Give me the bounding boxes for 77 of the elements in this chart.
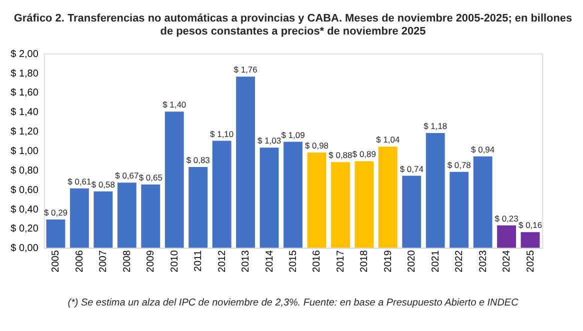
data-label: $ 1,18 xyxy=(424,121,448,132)
bar xyxy=(330,162,350,248)
bar xyxy=(473,156,492,248)
bar xyxy=(70,188,89,248)
x-tick-label: 2021 xyxy=(430,250,442,272)
y-tick-label: $ 1,80 xyxy=(10,68,39,80)
x-tick-label: 2006 xyxy=(74,250,86,272)
y-tick-label: $ 0,40 xyxy=(10,204,39,216)
data-label: $ 1,76 xyxy=(234,64,258,75)
x-tick-label: 2007 xyxy=(98,250,110,272)
data-label: $ 1,40 xyxy=(162,100,186,110)
data-label: $ 0,78 xyxy=(447,160,472,170)
data-label: $ 0,61 xyxy=(68,176,92,186)
bar xyxy=(212,140,232,248)
x-tick-label: 2011 xyxy=(193,250,204,272)
bar xyxy=(402,176,422,248)
y-tick-label: $ 0,60 xyxy=(10,184,39,196)
x-tick-label: 2020 xyxy=(406,250,418,272)
bar xyxy=(236,76,256,248)
x-tick-label: 2005 xyxy=(50,250,62,272)
bar xyxy=(497,225,516,248)
y-tick-label: $ 2,00 xyxy=(10,48,39,60)
y-tick-label: $ 1,40 xyxy=(10,107,39,118)
y-tick-label: $ 0,00 xyxy=(10,243,39,254)
data-label: $ 0,98 xyxy=(304,140,329,150)
text: Gráfico 2. Transferencias no automáticas a provincias y CABA. Meses de noviembre 2005-2025; en billones xyxy=(14,12,572,24)
bar xyxy=(354,161,374,248)
bar xyxy=(450,172,469,248)
x-tick-label: 2014 xyxy=(264,250,276,272)
bar xyxy=(117,182,136,248)
bar xyxy=(94,191,113,248)
bar xyxy=(378,146,398,248)
x-tick-label: 2019 xyxy=(382,250,394,272)
x-tick-label: 2008 xyxy=(122,250,133,272)
y-tick-label: $ 1,60 xyxy=(10,88,39,99)
x-tick-label: 2010 xyxy=(169,250,180,272)
x-tick-label: 2024 xyxy=(502,250,513,272)
data-label: $ 0,88 xyxy=(328,150,353,160)
x-tick-label: 2022 xyxy=(454,250,466,272)
x-tick-label: 2023 xyxy=(478,250,489,272)
data-label: $ 0,23 xyxy=(494,213,519,224)
y-tick-label: $ 0,80 xyxy=(10,165,39,176)
x-tick-label: 2017 xyxy=(335,250,346,272)
text: (*) Se estima un alza del IPC de noviembre de 2,3%. Fuente: en base a Presupuesto Abierto e INDEC xyxy=(68,297,520,308)
bar xyxy=(46,220,66,248)
data-label: $ 0,16 xyxy=(518,220,542,230)
data-label: $ 0,74 xyxy=(400,164,424,174)
data-label: $ 0,94 xyxy=(471,144,495,154)
x-tick-label: 2009 xyxy=(146,250,157,272)
x-tick-label: 2012 xyxy=(216,250,228,272)
data-label: $ 0,67 xyxy=(115,170,139,181)
bar xyxy=(188,167,208,248)
x-tick-label: 2013 xyxy=(240,250,252,272)
text: de pesos constantes a precios* de noviembre 2025 xyxy=(160,25,426,38)
data-label: $ 0,29 xyxy=(44,208,68,218)
y-tick-label: $ 0,20 xyxy=(10,224,39,235)
x-tick-label: 2015 xyxy=(288,250,299,272)
data-label: $ 1,04 xyxy=(376,134,400,145)
data-label: $ 0,65 xyxy=(138,172,163,183)
data-label: $ 1,03 xyxy=(257,136,282,146)
data-label: $ 0,58 xyxy=(91,179,116,190)
bar xyxy=(520,232,540,248)
data-label: $ 0,89 xyxy=(352,149,376,160)
data-label: $ 0,83 xyxy=(186,155,210,166)
x-tick-label: 2018 xyxy=(359,250,370,272)
data-label: $ 1,09 xyxy=(281,130,306,140)
bar xyxy=(284,142,302,248)
bar xyxy=(307,152,326,248)
bar xyxy=(426,133,445,248)
x-tick-label: 2025 xyxy=(525,250,536,272)
y-tick-label: $ 1,20 xyxy=(10,126,39,138)
data-label: $ 1,10 xyxy=(210,128,234,139)
x-tick-label: 2016 xyxy=(312,250,323,272)
y-tick-label: $ 1,00 xyxy=(10,146,39,158)
bar xyxy=(164,112,184,248)
bar xyxy=(141,184,160,248)
bar xyxy=(260,148,279,248)
